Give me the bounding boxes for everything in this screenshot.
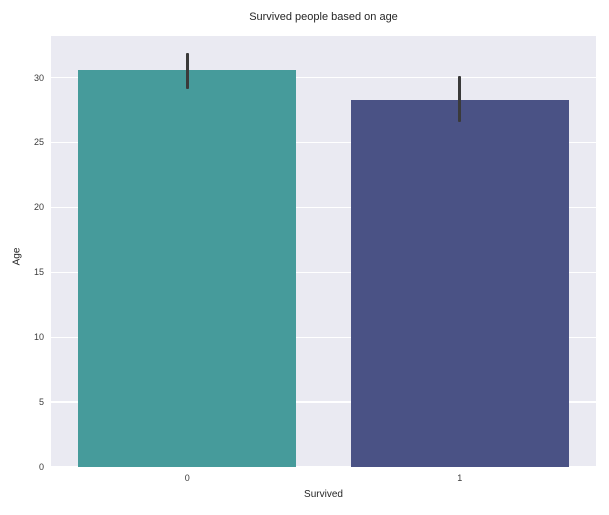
y-tick-label: 30 bbox=[33, 72, 44, 83]
x-tick-label: 1 bbox=[457, 473, 463, 483]
chart-title: Survived people based on age bbox=[249, 11, 398, 23]
y-gridline bbox=[51, 141, 596, 144]
error-bar-survived-0 bbox=[185, 52, 189, 90]
y-axis-label: Age bbox=[11, 247, 23, 266]
y-tick-label: 15 bbox=[33, 267, 44, 278]
x-axis-label: Survived bbox=[304, 489, 343, 500]
bar-survived-0 bbox=[78, 69, 297, 467]
y-tick-label: 10 bbox=[33, 332, 44, 343]
y-tick-label: 25 bbox=[33, 137, 44, 148]
y-gridline bbox=[51, 401, 596, 403]
y-tick-label: 0 bbox=[38, 462, 44, 472]
y-gridline bbox=[51, 336, 596, 338]
error-bar-survived-1 bbox=[458, 76, 462, 122]
y-gridline bbox=[51, 76, 596, 79]
plot-area bbox=[51, 36, 596, 468]
bar-survived-1 bbox=[350, 99, 569, 467]
y-tick-label: 20 bbox=[33, 202, 44, 213]
x-tick-label: 0 bbox=[184, 473, 190, 483]
y-tick-label: 5 bbox=[38, 397, 44, 408]
y-gridline bbox=[51, 466, 596, 468]
y-gridline bbox=[51, 206, 596, 209]
y-gridline bbox=[51, 271, 596, 273]
